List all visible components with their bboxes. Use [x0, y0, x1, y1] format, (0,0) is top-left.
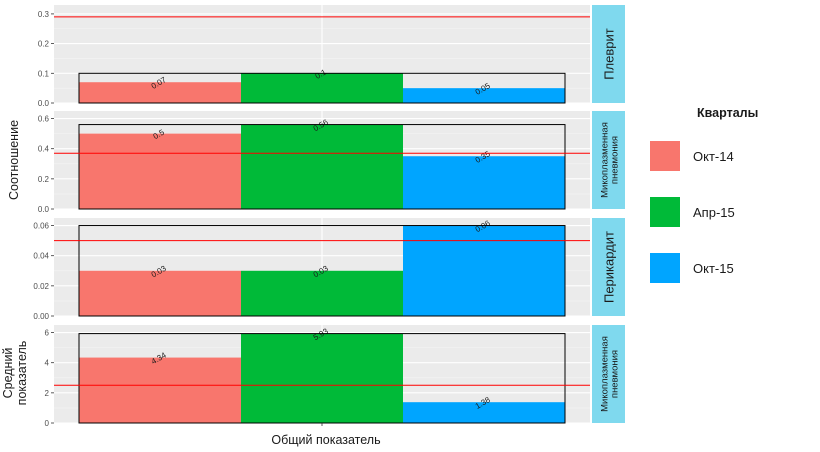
- bar: [403, 225, 565, 316]
- y-axis-titles: Соотношение Среднийпоказатель: [1, 120, 29, 405]
- facet-strip-label: Микоплазменнаяпневмония: [600, 336, 621, 412]
- y-tick-label: 0.3: [38, 10, 50, 19]
- facet-strip: [592, 325, 625, 423]
- bar-group-outline: [78, 124, 566, 210]
- legend-label: Окт-15: [693, 261, 734, 276]
- bar: [403, 402, 565, 423]
- y-tick-label: 0.06: [33, 222, 49, 231]
- y-axis-title-line: показатель: [15, 341, 29, 406]
- y-axis-title: Среднийпоказатель: [1, 341, 29, 406]
- y-tick-label: 0: [45, 419, 50, 428]
- chart-panels: 0.00.10.20.30.070.10.05Плеврит0.00.20.40…: [33, 5, 625, 428]
- facet-strip-label-line: пневмония: [610, 350, 621, 398]
- facet-strip: [592, 5, 625, 103]
- bar: [79, 270, 241, 316]
- y-tick-label: 0.0: [38, 205, 50, 214]
- bar: [403, 156, 565, 209]
- legend: Кварталы Окт-14 Апр-15 Окт-15: [650, 106, 758, 283]
- legend-swatch: [650, 141, 680, 171]
- legend-swatch: [650, 253, 680, 283]
- y-tick-label: 0.04: [33, 252, 49, 261]
- facet-strip-label: Плеврит: [602, 28, 617, 80]
- facet-strip-label-line: пневмония: [610, 136, 621, 184]
- facet-strip-label: Перикардит: [602, 231, 617, 303]
- y-tick-label: 6: [45, 329, 50, 338]
- y-tick-label: 0.2: [38, 40, 50, 49]
- bar: [79, 133, 241, 209]
- y-tick-label: 0.6: [38, 115, 50, 124]
- y-tick-label: 0.00: [33, 312, 49, 321]
- y-tick-label: 2: [45, 389, 50, 398]
- y-tick-label: 0.1: [38, 69, 50, 78]
- facet-strip-label-line: Микоплазменная: [600, 336, 611, 412]
- bar: [79, 82, 241, 103]
- legend-label: Окт-14: [693, 149, 734, 164]
- y-tick-label: 0.4: [38, 145, 50, 154]
- y-tick-label: 0.2: [38, 175, 50, 184]
- facet-strip: [592, 218, 625, 316]
- bar: [403, 88, 565, 103]
- y-axis-title-line: Средний: [1, 348, 15, 399]
- bar-group-outline: [78, 225, 566, 317]
- panel: 0.00.20.40.60.50.560.35 Микоплазменнаяпне…: [38, 111, 625, 214]
- bar: [241, 333, 403, 423]
- bar: [241, 270, 403, 316]
- facet-strip-label: Микоплазменнаяпневмония: [600, 122, 621, 198]
- bar: [241, 124, 403, 209]
- bar-group-outline: [78, 72, 566, 104]
- y-tick-label: 0.02: [33, 282, 49, 291]
- y-axis-title: Соотношение: [7, 120, 21, 200]
- bar: [79, 357, 241, 423]
- legend-title: Кварталы: [697, 106, 758, 120]
- legend-swatch: [650, 197, 680, 227]
- y-tick-label: 4: [45, 359, 50, 368]
- x-axis-title: Общий показатель: [271, 433, 380, 447]
- legend-label: Апр-15: [693, 205, 735, 220]
- y-tick-label: 0.0: [38, 99, 50, 108]
- facet-strip-label-line: Микоплазменная: [600, 122, 611, 198]
- facet-strip: [592, 111, 625, 209]
- bar: [241, 73, 403, 103]
